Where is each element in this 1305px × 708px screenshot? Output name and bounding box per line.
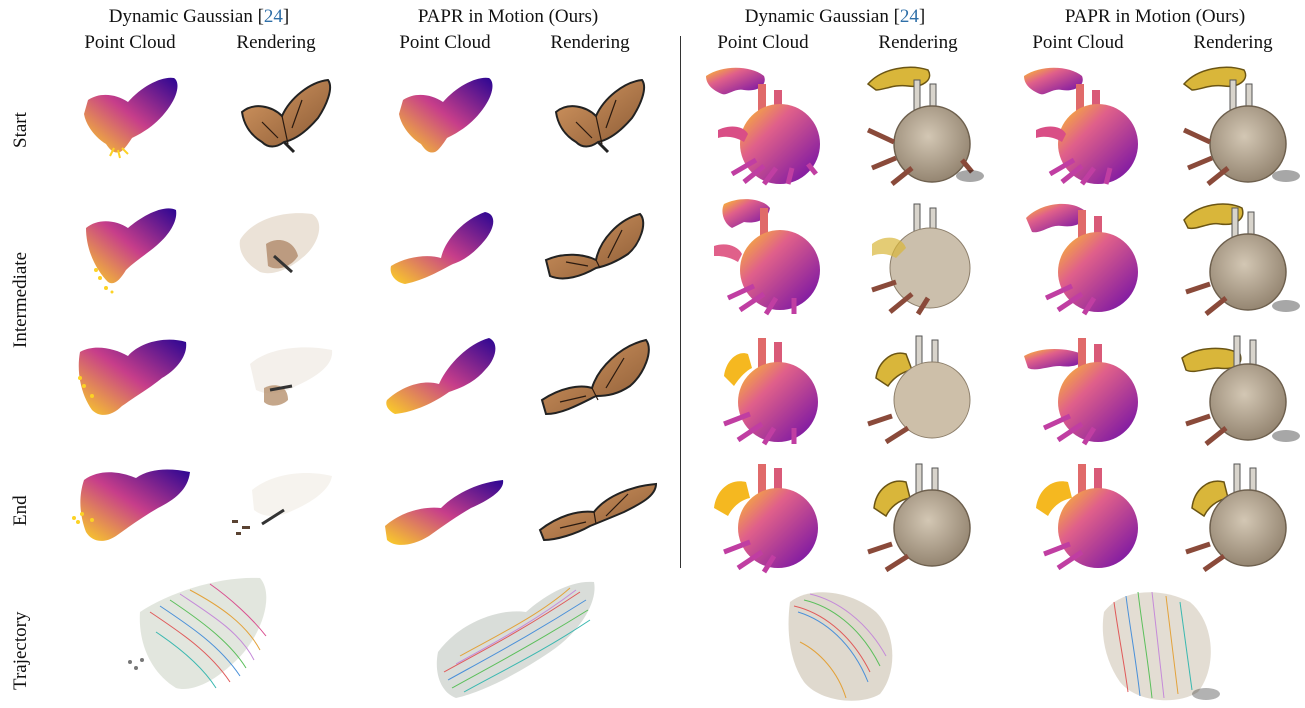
butterfly-papr-pointcloud-end <box>385 460 511 572</box>
butterfly-papr-rendering-end <box>536 460 662 572</box>
subheader-point-cloud: Point Cloud <box>84 32 176 53</box>
subheader-point-cloud: Point Cloud <box>717 32 809 53</box>
crab-papr-rendering-end <box>1178 452 1304 573</box>
butterfly-papr-pointcloud-mid2 <box>385 330 511 442</box>
butterfly-dg-rendering-start <box>222 72 348 184</box>
header-papr-left: PAPR in Motion (Ours) <box>417 6 599 27</box>
crab-papr-pointcloud-intermediate <box>1022 194 1148 316</box>
subheader-point-cloud: Point Cloud <box>399 32 491 53</box>
trajectory-crab-dg <box>780 582 910 706</box>
crab-dg-pointcloud-start <box>704 64 830 186</box>
butterfly-papr-pointcloud-start <box>385 72 511 184</box>
butterfly-dg-rendering-mid2 <box>222 330 348 442</box>
citation-link[interactable]: 24 <box>263 6 283 27</box>
trajectory-butterfly-papr <box>430 572 610 704</box>
crab-dg-rendering-start <box>862 64 988 186</box>
butterfly-papr-rendering-start <box>536 72 662 184</box>
crab-papr-pointcloud-mid2 <box>1022 324 1148 446</box>
crab-dg-rendering-end <box>862 452 988 573</box>
subheader-rendering: Rendering <box>236 32 316 53</box>
crab-dg-rendering-intermediate <box>862 194 988 316</box>
butterfly-dg-pointcloud-start <box>70 72 196 184</box>
row-label-intermediate: Intermediate <box>10 251 31 348</box>
butterfly-papr-pointcloud-intermediate <box>385 200 511 312</box>
butterfly-dg-pointcloud-intermediate <box>70 200 196 312</box>
trajectory-butterfly-dg <box>120 572 300 704</box>
butterfly-dg-pointcloud-mid2 <box>70 330 196 442</box>
trajectory-crab-papr <box>1094 582 1228 706</box>
butterfly-dg-rendering-intermediate <box>222 200 348 312</box>
crab-papr-rendering-start <box>1178 64 1304 186</box>
subheader-rendering: Rendering <box>878 32 958 53</box>
crab-papr-rendering-intermediate <box>1178 194 1304 316</box>
row-label-end: End <box>10 495 31 526</box>
crab-dg-pointcloud-intermediate <box>704 194 830 316</box>
crab-papr-rendering-mid2 <box>1178 324 1304 446</box>
crab-papr-pointcloud-start <box>1022 64 1148 186</box>
butterfly-dg-rendering-end <box>222 460 348 572</box>
crab-dg-rendering-mid2 <box>862 324 988 445</box>
butterfly-papr-rendering-intermediate <box>536 200 662 312</box>
header-papr-right: PAPR in Motion (Ours) <box>1064 6 1246 27</box>
crab-papr-pointcloud-end <box>1022 452 1148 571</box>
header-dynamic-gaussian-right: Dynamic Gaussian [24] <box>744 6 926 27</box>
row-label-start: Start <box>10 112 31 148</box>
crab-dg-pointcloud-end <box>704 452 830 574</box>
column-divider <box>680 36 681 568</box>
row-label-trajectory: Trajectory <box>10 611 31 690</box>
crab-dg-pointcloud-mid2 <box>704 324 830 446</box>
header-dynamic-gaussian-left: Dynamic Gaussian [24] <box>108 6 290 27</box>
subheader-rendering: Rendering <box>550 32 630 53</box>
subheader-point-cloud: Point Cloud <box>1032 32 1124 53</box>
butterfly-papr-rendering-mid2 <box>536 330 662 442</box>
citation-link[interactable]: 24 <box>899 6 919 27</box>
butterfly-dg-pointcloud-end <box>70 460 196 572</box>
subheader-rendering: Rendering <box>1193 32 1273 53</box>
